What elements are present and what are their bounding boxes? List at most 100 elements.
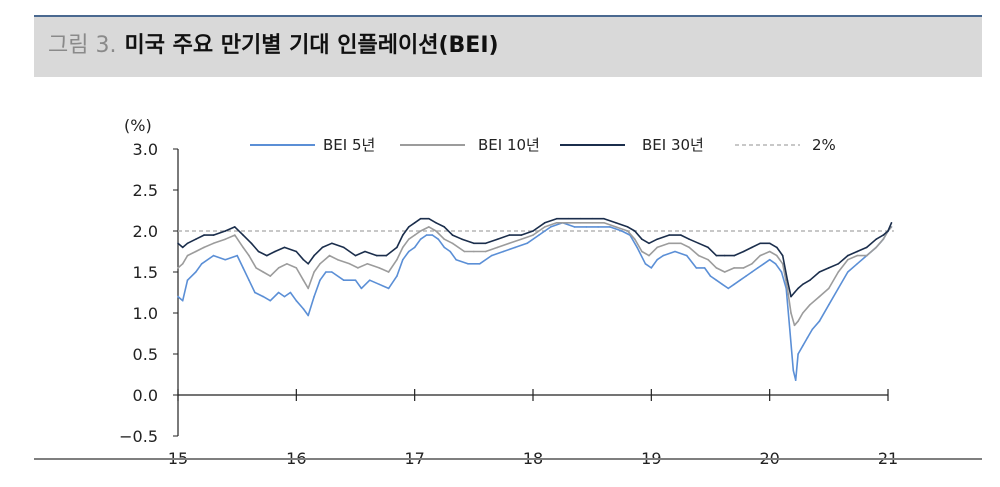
- series-point: [818, 271, 821, 273]
- series-point: [181, 299, 184, 302]
- series-point: [668, 234, 670, 236]
- series-point: [837, 271, 840, 273]
- series-point: [818, 295, 821, 298]
- series-point: [443, 226, 446, 228]
- series-point: [634, 230, 636, 232]
- series-point: [781, 254, 784, 257]
- y-tick-label: 0.0: [133, 386, 158, 405]
- series-point: [603, 217, 605, 220]
- series-point: [419, 238, 422, 240]
- series-point: [449, 250, 452, 253]
- series-point: [234, 226, 236, 228]
- series-point: [502, 250, 505, 253]
- series-point: [313, 254, 315, 257]
- series-point: [428, 217, 430, 220]
- chart-axes: 3.02.52.01.51.00.50.0−0.5(%)15 16 17 18 19 20…: [119, 116, 898, 468]
- series-point: [856, 254, 858, 257]
- series-point: [319, 279, 321, 282]
- series-point: [443, 238, 446, 240]
- series-point: [715, 279, 718, 282]
- series-point: [181, 263, 184, 265]
- legend-item: 2%: [735, 136, 836, 154]
- series-point: [195, 250, 197, 253]
- series-point: [396, 275, 398, 277]
- series-point: [856, 263, 858, 265]
- series-point: [797, 287, 799, 290]
- top-rule: [34, 15, 982, 17]
- series-point: [789, 328, 791, 331]
- series-point: [532, 234, 534, 236]
- series-point: [336, 258, 339, 261]
- series-point: [697, 242, 700, 245]
- series-point: [286, 263, 288, 265]
- series-point: [402, 234, 404, 236]
- y-tick-label: 1.0: [133, 304, 158, 323]
- series-point: [496, 246, 499, 249]
- series-point: [328, 254, 331, 257]
- series-point: [742, 250, 745, 253]
- series-point: [597, 226, 599, 228]
- series-point: [794, 379, 797, 382]
- series-point: [656, 258, 658, 261]
- series-point: [520, 238, 522, 240]
- y-axis-unit-label: (%): [124, 116, 152, 135]
- series-point: [408, 226, 410, 228]
- series-point: [686, 254, 688, 257]
- figure-header: [34, 17, 982, 77]
- legend-label: BEI 10년: [478, 136, 540, 154]
- series-point: [882, 238, 885, 240]
- series-point: [463, 250, 466, 253]
- series-point: [396, 246, 398, 249]
- series-point: [567, 217, 570, 220]
- series-point: [780, 271, 783, 273]
- series-point: [257, 250, 260, 253]
- series-point: [360, 287, 363, 290]
- series-point: [555, 222, 558, 224]
- series-point: [662, 254, 664, 257]
- series-point: [274, 250, 276, 253]
- series-point: [626, 226, 629, 228]
- series-point: [478, 263, 481, 265]
- series-point: [376, 254, 378, 257]
- series-point: [715, 254, 718, 257]
- series-point: [307, 287, 310, 290]
- series-point: [266, 254, 268, 257]
- series-point: [331, 271, 333, 273]
- series-point: [865, 246, 868, 249]
- series-point: [325, 271, 327, 273]
- series-point: [385, 254, 388, 257]
- series-0: [177, 222, 893, 382]
- series-point: [802, 283, 804, 286]
- series-point: [759, 254, 761, 257]
- series-point: [890, 222, 893, 224]
- series-point: [555, 217, 558, 220]
- figure-title-block: 그림 3. 미국 주요 만기별 기대 인플레이션(BEI): [48, 30, 499, 62]
- series-point: [626, 230, 629, 232]
- series-point: [435, 230, 437, 232]
- series-point: [695, 267, 698, 269]
- series-point: [703, 267, 706, 269]
- series-point: [641, 250, 643, 253]
- y-tick-label: 1.5: [133, 263, 158, 282]
- series-point: [295, 299, 298, 302]
- series-point: [428, 226, 430, 228]
- series-point: [723, 254, 726, 257]
- series-point: [467, 263, 469, 265]
- series-point: [461, 238, 463, 240]
- series-point: [212, 242, 215, 245]
- legend-item: BEI 10년: [400, 136, 540, 154]
- series-point: [615, 226, 617, 228]
- series-point: [656, 238, 658, 240]
- series-point: [636, 246, 638, 249]
- series-point: [709, 275, 712, 277]
- series-point: [768, 258, 771, 261]
- series-point: [250, 242, 253, 245]
- series-point: [319, 263, 321, 265]
- series-point: [277, 291, 280, 294]
- series-point: [828, 304, 830, 306]
- series-point: [887, 230, 889, 232]
- figure-number: 그림 3.: [48, 33, 117, 58]
- series-point: [402, 258, 404, 261]
- series-point: [847, 258, 849, 261]
- figure-title: 미국 주요 만기별 기대 인플레이션(BEI): [124, 33, 499, 58]
